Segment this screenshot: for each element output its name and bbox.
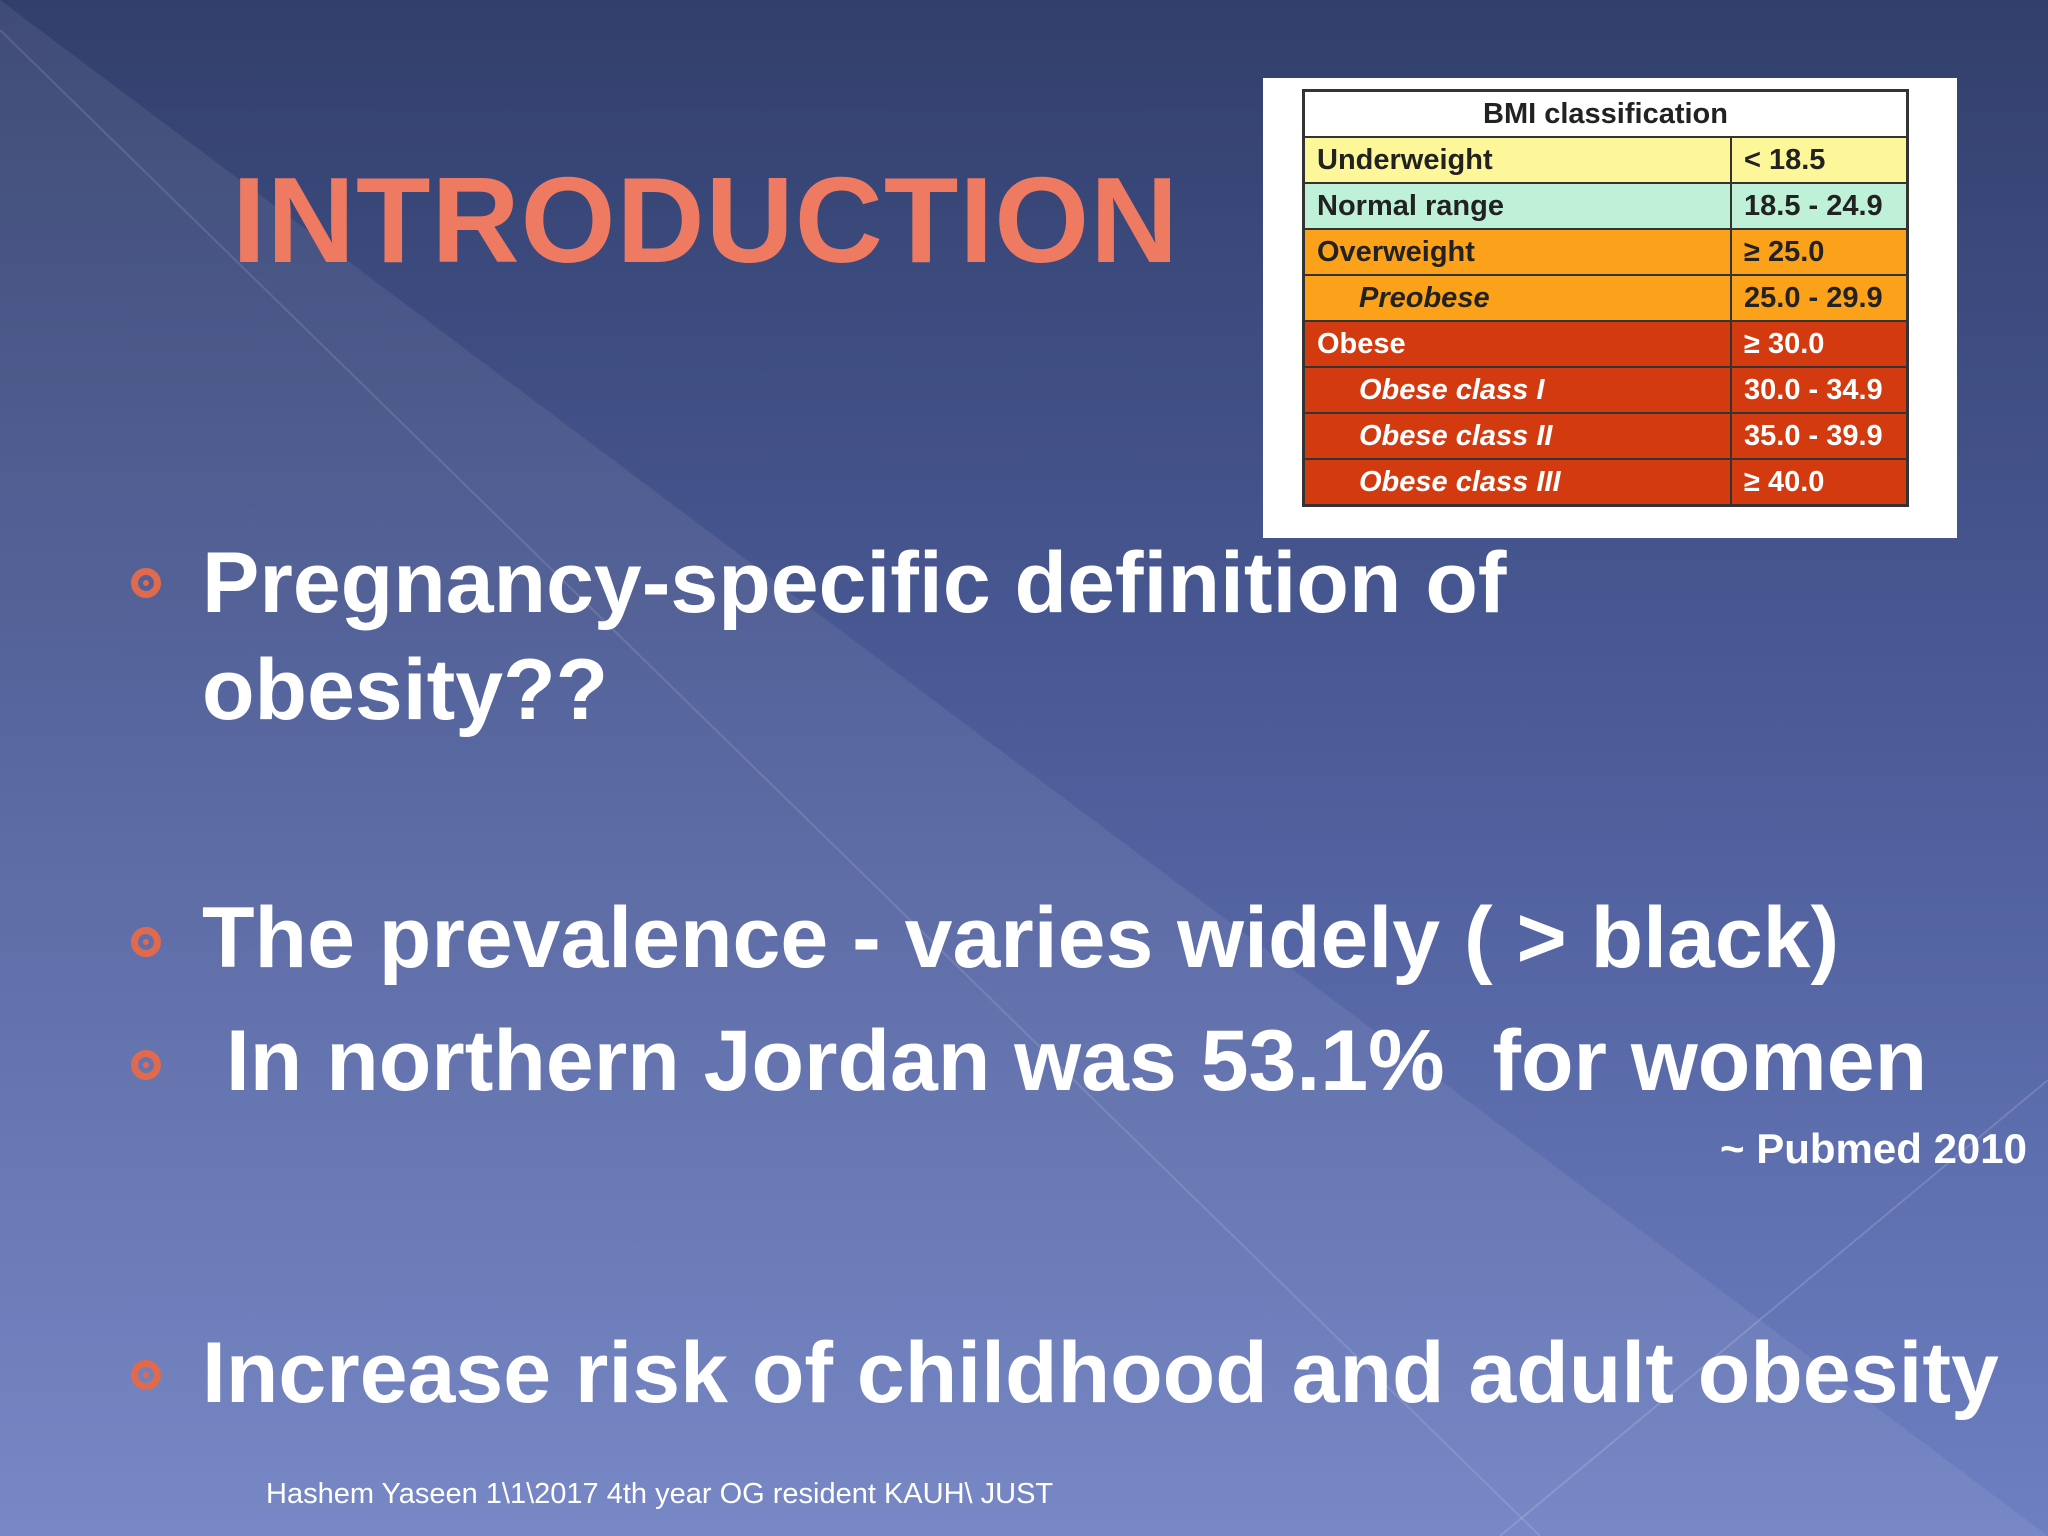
- table-row: Underweight < 18.5: [1302, 136, 1909, 184]
- bmi-range-cell: 30.0 - 34.9: [1730, 366, 1909, 414]
- category-cell: Underweight: [1302, 136, 1732, 184]
- citation: ~ Pubmed 2010: [1720, 1125, 2027, 1172]
- bullet-icon: [131, 927, 161, 957]
- bullet-icon: [131, 1360, 161, 1390]
- table-row: Obese class II 35.0 - 39.9: [1302, 412, 1909, 460]
- bmi-range-cell: 35.0 - 39.9: [1730, 412, 1909, 460]
- bmi-range-cell: ≥ 30.0: [1730, 320, 1909, 368]
- table-row: Obese class I 30.0 - 34.9: [1302, 366, 1909, 414]
- bmi-table-image: BMI classification Underweight < 18.5 Norm…: [1263, 78, 1957, 538]
- bullet-text: The prevalence - varies widely ( > black…: [202, 890, 1840, 986]
- category-cell: Overweight: [1302, 228, 1732, 276]
- bmi-range-cell: ≥ 40.0: [1730, 458, 1909, 507]
- bullet-text: In northern Jordan was 53.1% for women: [202, 1013, 1928, 1109]
- bmi-range-cell: ≥ 25.0: [1730, 228, 1909, 276]
- bmi-range-cell: 18.5 - 24.9: [1730, 182, 1909, 230]
- bullet-text: Pregnancy-specific definition of obesity…: [202, 535, 1531, 738]
- category-cell: Preobese: [1302, 274, 1732, 322]
- category-cell: Obese class I: [1302, 366, 1732, 414]
- table-row: Normal range 18.5 - 24.9: [1302, 182, 1909, 230]
- table-caption: BMI classification: [1302, 89, 1909, 138]
- category-cell: Obese class III: [1302, 458, 1732, 507]
- category-cell: Normal range: [1302, 182, 1732, 230]
- bullet-text: Increase risk of childhood and adult obe…: [202, 1325, 1999, 1421]
- bullet-icon: [131, 568, 161, 598]
- table-row: Obese class III ≥ 40.0: [1302, 458, 1909, 507]
- table-row: Obese ≥ 30.0: [1302, 320, 1909, 368]
- category-cell: Obese class II: [1302, 412, 1732, 460]
- bmi-table: BMI classification Underweight < 18.5 Norm…: [1302, 89, 1909, 507]
- slide-title: INTRODUCTION: [232, 152, 1180, 288]
- bullet-icon: [131, 1050, 161, 1080]
- category-cell: Obese: [1302, 320, 1732, 368]
- bmi-range-cell: 25.0 - 29.9: [1730, 274, 1909, 322]
- table-row: Preobese 25.0 - 29.9: [1302, 274, 1909, 322]
- bmi-range-cell: < 18.5: [1730, 136, 1909, 184]
- table-row: Overweight ≥ 25.0: [1302, 228, 1909, 276]
- footer: Hashem Yaseen 1\1\2017 4th year OG resid…: [266, 1478, 1054, 1510]
